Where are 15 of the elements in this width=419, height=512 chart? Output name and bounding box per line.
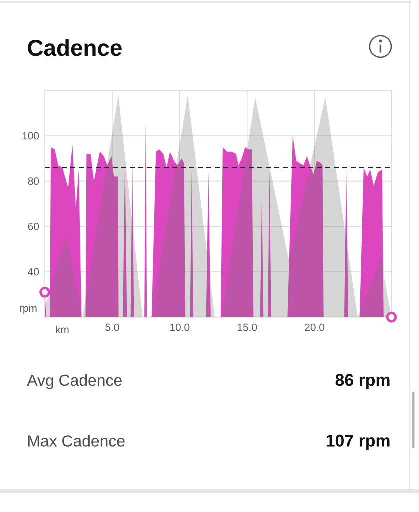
- y-axis-title: rpm: [20, 306, 37, 314]
- x-tick-label: 10.0: [170, 324, 190, 332]
- x-tick-label: 20.0: [305, 324, 325, 332]
- chart-title: Cadence: [28, 39, 122, 56]
- y-tick-label: 40: [28, 268, 40, 276]
- x-axis-title: km: [56, 326, 69, 334]
- y-tick-label: 80: [28, 178, 40, 186]
- text: Max Cadence: [28, 435, 125, 447]
- x-tick-label: 15.0: [238, 324, 258, 332]
- y-tick-label: 60: [28, 222, 40, 230]
- x-tick-label: 5.0: [106, 324, 120, 332]
- text: Avg Cadence: [27, 374, 122, 390]
- text: 107 rpm: [326, 434, 390, 450]
- y-tick-label: 100: [22, 132, 40, 140]
- text: 86 rpm: [336, 374, 390, 390]
